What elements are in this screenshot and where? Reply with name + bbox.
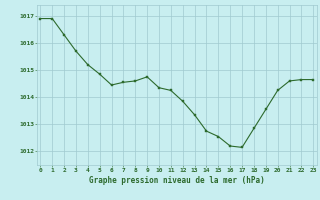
X-axis label: Graphe pression niveau de la mer (hPa): Graphe pression niveau de la mer (hPa) [89, 176, 265, 185]
